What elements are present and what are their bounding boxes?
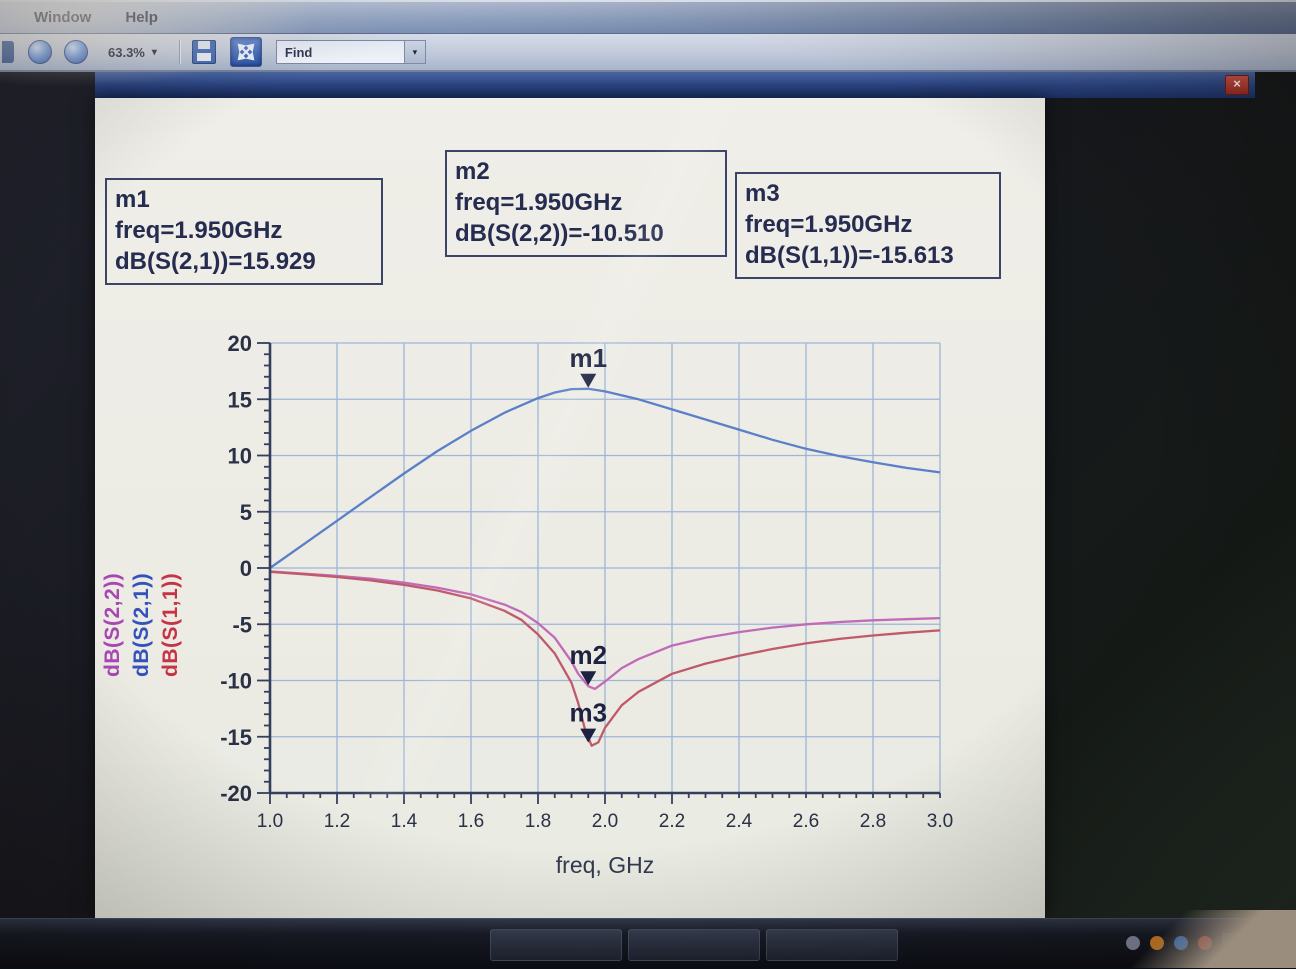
chart-ticks xyxy=(257,342,941,804)
svg-text:-20: -20 xyxy=(220,781,252,806)
svg-text:3.0: 3.0 xyxy=(927,811,953,832)
close-icon[interactable]: × xyxy=(1225,75,1249,95)
chart-marker-m3[interactable]: m3 xyxy=(569,698,607,743)
marker-m1-name: m1 xyxy=(115,186,150,213)
svg-text:-5: -5 xyxy=(232,612,252,637)
x-tick-labels: 1.0 1.2 1.4 1.6 1.8 2.0 2.2 2.4 2.6 2.8 3.0 xyxy=(257,811,953,832)
svg-text:m1: m1 xyxy=(569,343,607,373)
toolbar: 63.3% ▾ Find ▾ xyxy=(0,34,1296,72)
ylabel-dbs22: dB(S(2,2)) xyxy=(101,572,124,678)
find-input[interactable]: Find xyxy=(275,40,404,64)
svg-text:1.8: 1.8 xyxy=(525,811,551,832)
marker-m2-freq: freq=1.950GHz xyxy=(455,189,623,216)
taskbar-button[interactable] xyxy=(628,929,760,961)
menubar-glare xyxy=(0,2,1296,33)
svg-text:-10: -10 xyxy=(220,669,252,694)
marker-m3-value: dB(S(1,1))=-15.613 xyxy=(745,242,954,269)
svg-text:10: 10 xyxy=(228,444,252,469)
taskbar xyxy=(0,918,1296,969)
chart-series-1 xyxy=(269,570,941,691)
tray-icon[interactable] xyxy=(1126,936,1140,950)
fit-view-button[interactable] xyxy=(229,37,262,67)
find-dropdown-arrow[interactable]: ▾ xyxy=(403,40,426,64)
tray-icon[interactable] xyxy=(1174,936,1188,950)
taskbar-clock xyxy=(1222,933,1268,953)
menu-window[interactable]: Window xyxy=(34,9,92,26)
find-combo: Find ▾ xyxy=(275,40,426,64)
chart-series-0 xyxy=(269,387,941,569)
zoom-in-icon[interactable] xyxy=(64,40,88,64)
svg-text:2.4: 2.4 xyxy=(726,811,753,832)
marker-readout-m1[interactable]: m1 freq=1.950GHz dB(S(2,1))=15.929 xyxy=(105,178,383,285)
marker-m1-freq: freq=1.950GHz xyxy=(115,217,283,244)
x-axis-title: freq, GHz xyxy=(556,852,654,878)
marker-readout-m3[interactable]: m3 freq=1.950GHz dB(S(1,1))=-15.613 xyxy=(735,172,1001,279)
marker-m3-freq: freq=1.950GHz xyxy=(745,211,913,238)
chart-marker-m2[interactable]: m2 xyxy=(569,640,607,686)
svg-text:1.2: 1.2 xyxy=(324,811,350,832)
zoom-level-dropdown[interactable]: 63.3% ▾ xyxy=(108,45,157,60)
crossed-arrows-icon xyxy=(237,43,255,61)
zoom-out-icon[interactable] xyxy=(28,40,52,64)
marker-m2-value: dB(S(2,2))=-10.510 xyxy=(455,220,664,247)
chart-marker-m1[interactable]: m1 xyxy=(569,343,607,388)
svg-text:2.2: 2.2 xyxy=(659,811,685,832)
save-icon[interactable] xyxy=(191,40,216,64)
zoom-level-value: 63.3% xyxy=(108,44,145,60)
svg-text:m3: m3 xyxy=(569,698,607,728)
svg-text:1.4: 1.4 xyxy=(391,811,418,832)
svg-text:2.0: 2.0 xyxy=(592,811,618,832)
taskbar-button[interactable] xyxy=(490,929,622,961)
svg-text:0: 0 xyxy=(240,556,252,581)
marker-readout-m2[interactable]: m2 freq=1.950GHz dB(S(2,2))=-10.510 xyxy=(445,150,727,257)
svg-text:2.6: 2.6 xyxy=(793,811,819,832)
child-window-titlebar: × xyxy=(95,72,1255,98)
chevron-down-icon: ▾ xyxy=(151,46,157,58)
svg-text:-15: -15 xyxy=(220,725,252,750)
svg-text:1.6: 1.6 xyxy=(458,811,484,832)
menu-bar: Window Help xyxy=(0,0,1296,34)
tray-icon[interactable] xyxy=(1198,936,1212,950)
svg-text:m2: m2 xyxy=(569,640,607,670)
svg-text:15: 15 xyxy=(228,387,252,412)
y-tick-labels: 20 15 10 5 0 -5 -10 -15 -20 xyxy=(220,331,252,806)
data-display-window: m1 freq=1.950GHz dB(S(2,1))=15.929 m2 fr… xyxy=(95,98,1045,918)
svg-text:5: 5 xyxy=(240,500,252,525)
sparameter-chart: 20 15 10 5 0 -5 -10 -15 -20 1.0 1.2 1.4 1.6 1.8 2.0 2.2… xyxy=(150,331,1010,908)
taskbar-button[interactable] xyxy=(766,929,898,961)
svg-text:20: 20 xyxy=(228,333,252,356)
menu-help[interactable]: Help xyxy=(125,9,158,26)
marker-m1-value: dB(S(2,1))=15.929 xyxy=(115,248,316,275)
svg-text:1.0: 1.0 xyxy=(257,811,283,832)
system-tray xyxy=(1126,933,1268,953)
toolbar-partial-icon xyxy=(2,41,14,63)
tray-icon[interactable] xyxy=(1150,936,1164,950)
marker-m3-name: m3 xyxy=(745,180,780,207)
marker-m2-name: m2 xyxy=(455,158,490,185)
toolbar-separator xyxy=(178,40,180,64)
svg-text:2.8: 2.8 xyxy=(860,811,886,832)
